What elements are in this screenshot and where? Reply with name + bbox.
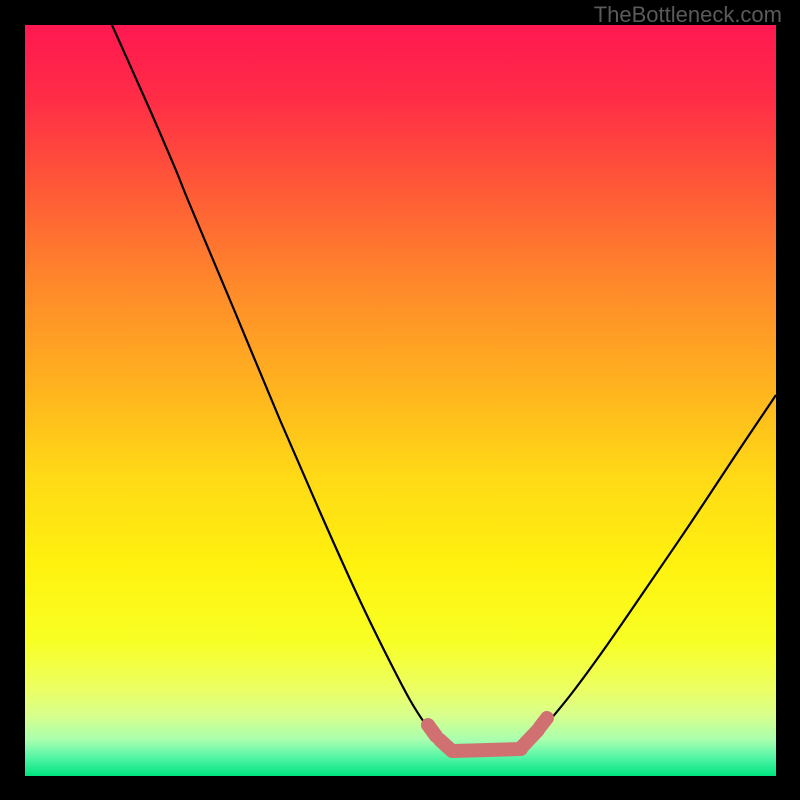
- valley-highlight-segment: [454, 749, 521, 751]
- chart-root: TheBottleneck.com: [0, 0, 800, 800]
- bottleneck-chart: [0, 0, 800, 800]
- heatmap-gradient: [25, 25, 776, 776]
- valley-highlight-segment: [428, 725, 436, 736]
- watermark-text: TheBottleneck.com: [594, 2, 782, 28]
- valley-highlight-segment: [540, 718, 547, 727]
